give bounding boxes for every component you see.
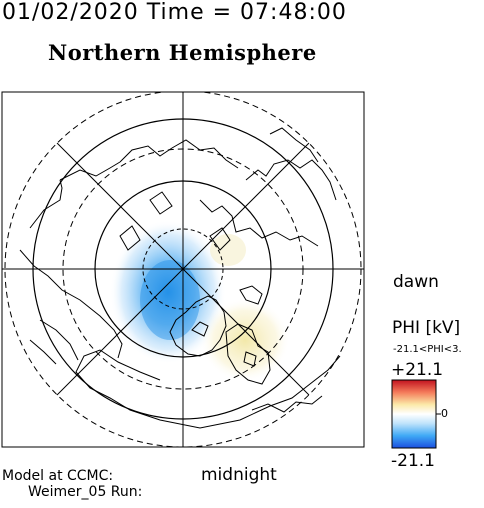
footer-run-label: Weimer_05 Run: (28, 484, 143, 500)
legend-title: PHI [kV] (392, 318, 461, 338)
legend-min-label: -21.1 (391, 451, 435, 471)
dawn-label: dawn (393, 272, 439, 292)
negative-potential-cell (110, 220, 226, 364)
legend-max-label: +21.1 (391, 360, 444, 380)
date-time-title: 01/02/2020 Time = 07:48:00 (2, 0, 347, 25)
midnight-label: midnight (201, 465, 277, 485)
legend-range: -21.1<PHI<3. (393, 344, 462, 355)
positive-potential-cell (200, 298, 290, 382)
footer-model-label: Model at CCMC: (2, 468, 114, 484)
legend-zero-label: 0 (441, 407, 448, 420)
coastlines (19, 127, 341, 429)
color-scale-bar (391, 379, 437, 449)
hemisphere-title: Northern Hemisphere (48, 40, 317, 65)
negative-potential-cell-core (140, 260, 200, 340)
